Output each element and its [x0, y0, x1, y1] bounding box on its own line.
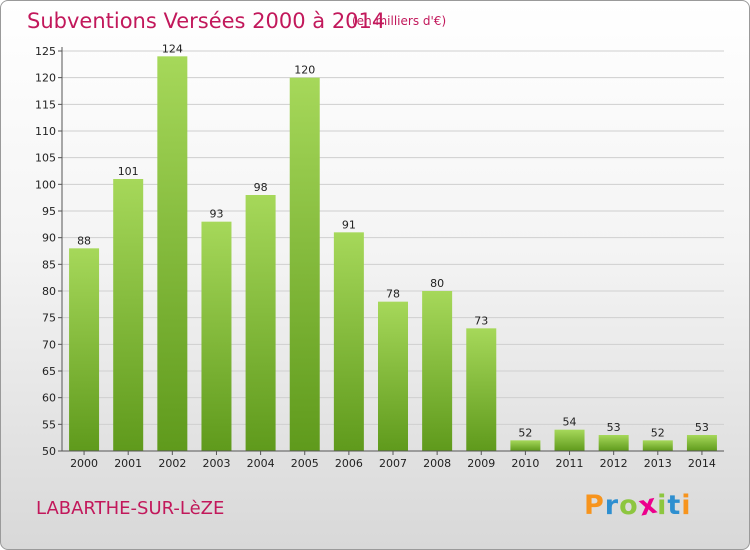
bar-2006	[333, 232, 364, 451]
logo-letter: i	[681, 490, 692, 521]
data-label: 98	[254, 181, 268, 194]
data-label: 73	[474, 314, 488, 327]
x-tick-label: 2013	[644, 457, 672, 470]
bar-2000	[69, 248, 100, 451]
data-label: 93	[209, 208, 223, 221]
y-tick-label: 80	[42, 285, 56, 298]
data-label: 124	[162, 42, 183, 55]
bar-2008	[422, 291, 453, 451]
bar-2014	[686, 435, 717, 451]
data-label: 54	[563, 416, 577, 429]
data-label: 52	[651, 426, 665, 439]
x-tick-label: 2008	[423, 457, 451, 470]
data-label: 91	[342, 218, 356, 231]
x-tick-label: 2001	[114, 457, 142, 470]
chart-title: Subventions Versées 2000 à 2014	[27, 9, 386, 33]
x-tick-label: 2009	[467, 457, 495, 470]
y-tick-label: 120	[35, 72, 56, 85]
data-label: 120	[294, 64, 315, 77]
x-tick-label: 2007	[379, 457, 407, 470]
data-label: 78	[386, 288, 400, 301]
data-label: 53	[607, 421, 621, 434]
bar-2004	[245, 195, 276, 451]
y-tick-label: 70	[42, 338, 56, 351]
data-label: 80	[430, 277, 444, 290]
x-tick-label: 2000	[70, 457, 98, 470]
bar-2005	[289, 77, 320, 452]
x-tick-label: 2004	[247, 457, 275, 470]
data-label: 52	[518, 426, 532, 439]
y-tick-label: 115	[35, 98, 56, 111]
y-tick-label: 125	[35, 45, 56, 58]
bar-2010	[510, 440, 541, 451]
logo-letter: o	[619, 490, 639, 521]
bar-2013	[642, 440, 673, 451]
y-tick-label: 55	[42, 418, 56, 431]
x-tick-label: 2006	[335, 457, 363, 470]
y-tick-label: 75	[42, 312, 56, 325]
logo-letter: i	[657, 490, 668, 521]
data-label: 88	[77, 234, 91, 247]
commune-name: LABARTHE-SUR-LèZE	[36, 498, 225, 519]
logo-letter: t	[667, 490, 682, 521]
x-tick-label: 2014	[688, 457, 716, 470]
bar-2011	[554, 429, 585, 451]
x-tick-label: 2003	[202, 457, 230, 470]
y-tick-label: 100	[35, 178, 56, 191]
logo-letter: r	[604, 490, 620, 521]
x-tick-label: 2012	[600, 457, 628, 470]
y-tick-label: 110	[35, 125, 56, 138]
y-tick-label: 60	[42, 392, 56, 405]
y-tick-label: 95	[42, 205, 56, 218]
data-label: 53	[695, 421, 709, 434]
x-tick-label: 2011	[556, 457, 584, 470]
y-tick-label: 90	[42, 232, 56, 245]
logo-letter: P	[584, 490, 605, 521]
y-tick-label: 65	[42, 365, 56, 378]
y-tick-label: 85	[42, 258, 56, 271]
x-tick-label: 2010	[511, 457, 539, 470]
bar-2001	[113, 179, 144, 451]
proxiti-logo: Proxiti	[584, 488, 692, 522]
x-tick-label: 2005	[291, 457, 319, 470]
chart-subtitle: (en milliers d'€)	[352, 14, 447, 28]
data-label: 101	[118, 165, 139, 178]
x-tick-label: 2002	[158, 457, 186, 470]
bar-2002	[157, 56, 188, 451]
bar-2003	[201, 221, 232, 451]
bar-2012	[598, 435, 629, 451]
y-tick-label: 105	[35, 152, 56, 165]
bar-2009	[466, 328, 497, 451]
bar-2007	[378, 301, 408, 451]
y-tick-label: 50	[42, 445, 56, 458]
